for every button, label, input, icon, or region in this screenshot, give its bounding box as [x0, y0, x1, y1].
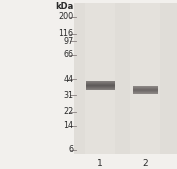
Text: 6: 6: [68, 145, 73, 154]
Text: 44: 44: [64, 75, 73, 84]
Text: 66: 66: [64, 50, 73, 59]
Text: kDa: kDa: [55, 2, 73, 11]
Text: 22: 22: [63, 107, 73, 116]
Bar: [74, 3, 177, 154]
Bar: [130, 3, 160, 154]
Text: 116: 116: [58, 29, 73, 38]
Bar: [85, 3, 115, 154]
Text: 97: 97: [63, 37, 73, 46]
Text: 1: 1: [97, 159, 103, 168]
Text: 2: 2: [142, 159, 148, 168]
Text: 200: 200: [58, 12, 73, 21]
Text: 14: 14: [64, 121, 73, 130]
Text: 31: 31: [64, 91, 73, 100]
